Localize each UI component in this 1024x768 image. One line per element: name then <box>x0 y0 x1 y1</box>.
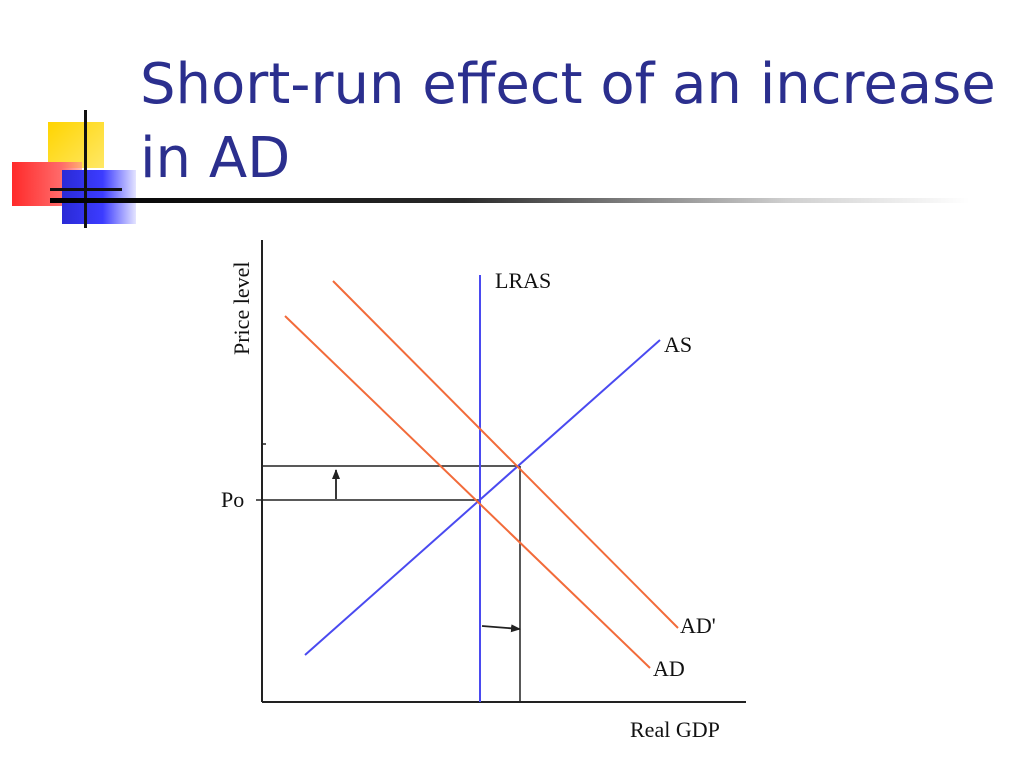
title-divider <box>50 198 970 203</box>
ad-label: AD <box>653 656 685 681</box>
blue-square-decoration <box>62 170 136 224</box>
lras-label: LRAS <box>495 268 551 293</box>
x-axis-label: Real GDP <box>630 717 720 742</box>
decorative-logo <box>0 0 140 240</box>
yellow-square-decoration <box>48 122 104 168</box>
vertical-crossline <box>84 110 87 228</box>
slide-title: Short-run effect of an increase in AD <box>140 48 996 196</box>
ad-line <box>284 315 651 669</box>
p0-label: Po <box>221 487 244 512</box>
ad-prime-label: AD' <box>680 613 716 638</box>
horizontal-crossline <box>50 188 122 191</box>
ad-prime-line <box>332 280 679 629</box>
y-axis-label: Price level <box>229 262 254 355</box>
as-label: AS <box>664 332 692 357</box>
output-increase-arrow <box>481 624 521 633</box>
title-line-1: Short-run effect of an increase <box>140 52 996 117</box>
as-line <box>304 339 661 656</box>
title-line-2: in AD <box>140 126 291 191</box>
